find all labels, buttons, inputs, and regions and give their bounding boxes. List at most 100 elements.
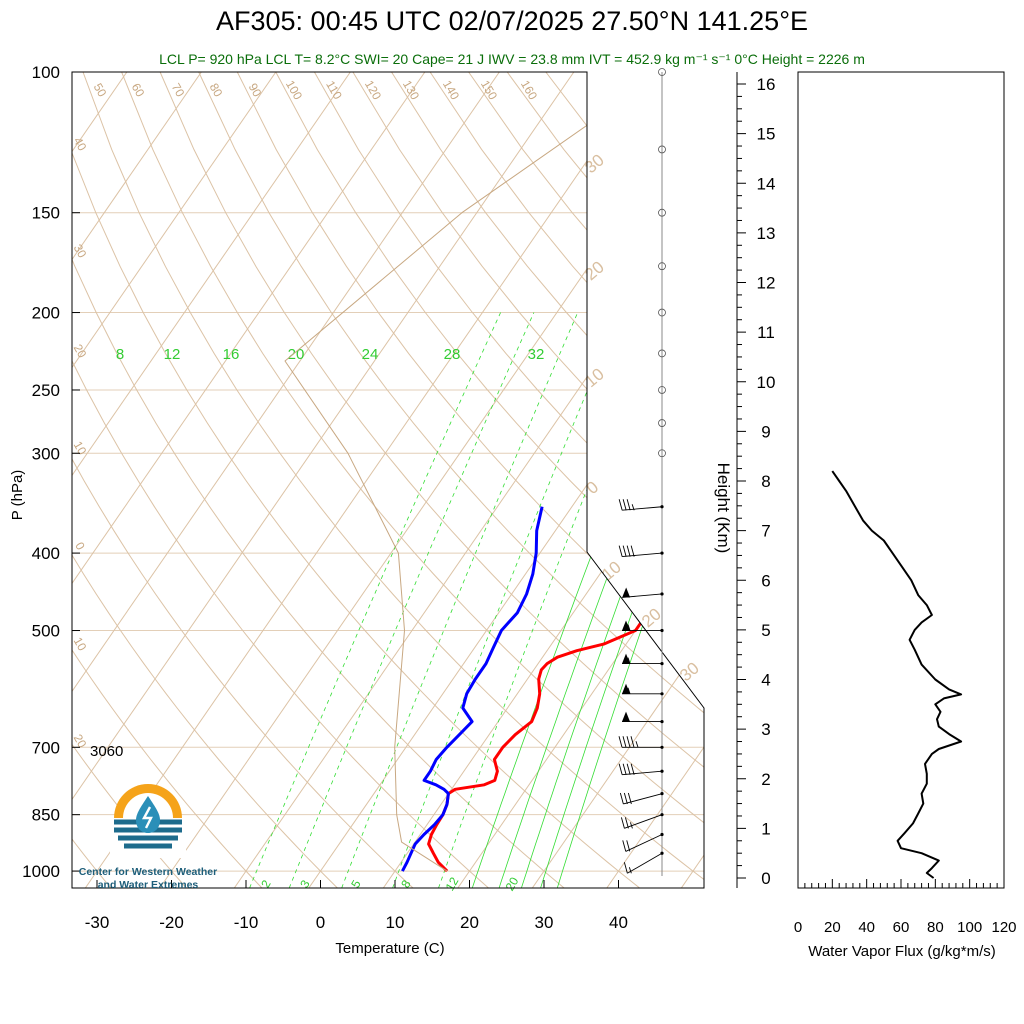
wind-feather <box>624 817 629 829</box>
dry-adiabat-label: 100 <box>283 78 305 103</box>
wind-barb-column <box>618 68 666 876</box>
wind-point <box>660 813 664 817</box>
height-tick-label: 15 <box>757 125 776 144</box>
dry-adiabat <box>72 72 640 888</box>
dry-adiabat-left-label: 0 <box>72 540 88 553</box>
y-tick-label: 150 <box>32 204 60 223</box>
wind-barb <box>622 506 663 511</box>
height-tick-label: 7 <box>761 522 770 541</box>
wind-half-feather <box>635 741 639 748</box>
skewt-background-lines <box>0 72 1024 888</box>
skewt-frame <box>71 71 705 889</box>
wind-feather <box>622 736 627 748</box>
wind-half-feather <box>628 867 632 874</box>
mixing-ratio-label: 32 <box>528 346 545 363</box>
mixing-ratio-line <box>498 312 704 888</box>
dry-adiabat <box>352 72 704 888</box>
height-axis-label: Height (Km) <box>714 463 733 554</box>
calm-wind-circle <box>658 262 666 271</box>
isotherm <box>159 72 704 888</box>
wind-feather <box>618 763 623 775</box>
mixing-ratio-label: 12 <box>164 346 181 363</box>
dry-adiabat <box>391 72 704 888</box>
wind-feather <box>620 817 625 829</box>
dry-adiabat-label: 70 <box>169 81 188 100</box>
dry-adiabat-label: 140 <box>440 78 462 103</box>
dry-adiabat <box>72 72 187 888</box>
dry-adiabat <box>72 72 414 888</box>
isotherm <box>756 72 1024 888</box>
wind-feather <box>618 736 623 748</box>
parcel-profile <box>284 72 664 872</box>
wind-barb <box>627 852 663 874</box>
wind-point <box>660 851 664 855</box>
wind-point <box>660 832 664 837</box>
isotherm <box>72 72 351 888</box>
wind-pennant <box>622 653 630 664</box>
logo-text-line2: and Water Extremes <box>97 879 199 891</box>
flux-profile <box>831 470 963 879</box>
flux-tick-label: 120 <box>991 919 1016 936</box>
isotherm <box>72 72 277 888</box>
dry-adiabat-label: 90 <box>246 81 265 100</box>
wind-half-feather <box>629 822 633 829</box>
mixing-ratio-line <box>471 312 687 888</box>
x-tick-label: 10 <box>386 913 405 932</box>
isotherm <box>72 72 575 888</box>
height-tick-label: 1 <box>761 819 770 838</box>
y-tick-label: 100 <box>32 63 60 82</box>
height-tick-label: 11 <box>757 323 775 342</box>
dry-adiabat-label: 50 <box>91 81 110 100</box>
isotherm <box>531 72 704 888</box>
dry-adiabat <box>121 72 704 888</box>
wind-feather <box>623 792 628 805</box>
wind-feather <box>619 792 624 805</box>
isotherm <box>72 72 202 888</box>
isotherm-label: 30 <box>581 150 608 177</box>
flux-axis-label: Water Vapor Flux (g/kg*m/s) <box>808 943 996 960</box>
dry-adiabat-left-label: 30 <box>71 242 90 261</box>
wind-feather <box>626 499 631 511</box>
mixing-ratio-label: 16 <box>223 346 240 363</box>
wind-barb <box>622 552 663 558</box>
dry-adiabat <box>545 72 704 888</box>
cw3e-logo <box>110 784 186 858</box>
calm-wind-circle <box>658 145 666 154</box>
calm-wind-circle <box>658 349 666 358</box>
wind-barb <box>622 770 663 776</box>
mixing-ratio-label: 8 <box>116 346 124 363</box>
wind-feather <box>630 736 635 748</box>
dry-adiabat-left-label: 20 <box>71 342 90 361</box>
height-tick-label: 0 <box>761 869 770 888</box>
y-tick-label: 500 <box>32 622 60 641</box>
wind-feather <box>618 545 623 557</box>
wind-point <box>660 628 664 633</box>
mixing-ratio-line <box>438 312 659 888</box>
y-tick-label: 300 <box>32 444 60 463</box>
flux-tick-label: 60 <box>893 919 910 936</box>
wind-pennant <box>622 711 630 722</box>
wind-feather <box>618 499 623 511</box>
calm-wind-circle <box>658 208 666 217</box>
dry-adiabat-left-label: 40 <box>71 135 90 154</box>
wind-feather <box>626 545 631 557</box>
calm-wind-circle <box>658 419 666 427</box>
calm-wind-circle <box>658 68 666 76</box>
dry-adiabat <box>72 72 263 888</box>
wind-half-feather <box>627 657 631 664</box>
dry-adiabat-label: 80 <box>207 81 226 100</box>
isotherm <box>84 72 649 888</box>
mixing-ratio-line <box>540 312 704 888</box>
isotherm <box>606 72 704 888</box>
isotherm <box>0 72 52 888</box>
isotherm-label: 0 <box>583 477 602 498</box>
x-tick-label: -20 <box>159 913 184 932</box>
dry-adiabat <box>159 72 704 888</box>
height-tick-label: 8 <box>761 472 770 491</box>
wind-feather <box>622 840 627 852</box>
mixing-ratio-line <box>392 312 621 888</box>
flux-tick-label: 20 <box>824 919 841 936</box>
isotherm-label: 30 <box>676 658 703 685</box>
